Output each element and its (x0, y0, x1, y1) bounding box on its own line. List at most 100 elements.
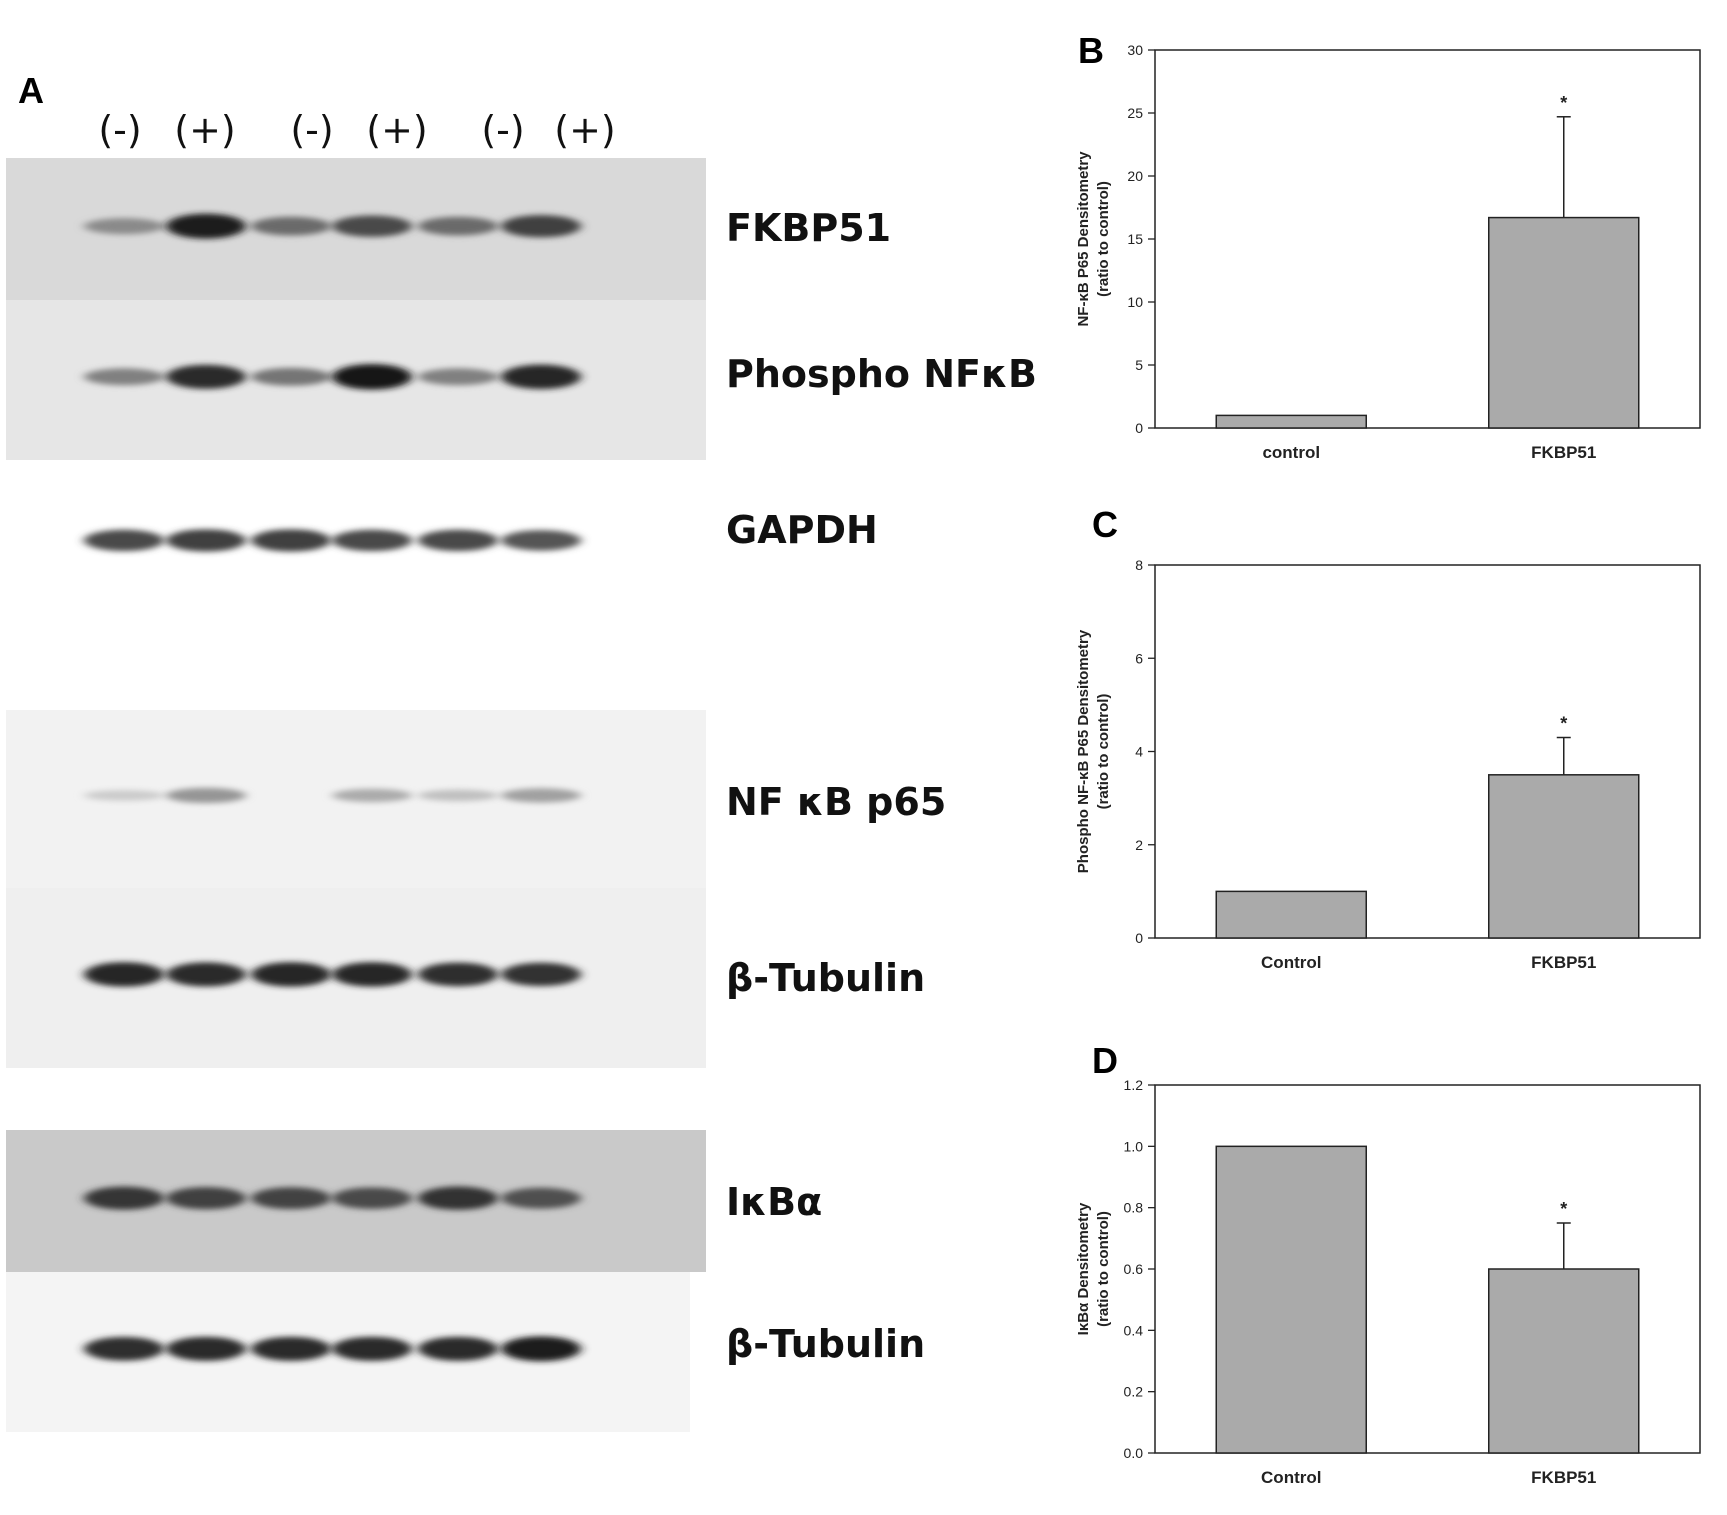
blot-beta-tubulin-2 (6, 1272, 690, 1432)
blot-band (501, 1187, 581, 1209)
blot-band (84, 790, 164, 801)
x-category-label: Control (1261, 1468, 1321, 1487)
blot-band (166, 962, 246, 987)
y-tick-label: 10 (1127, 294, 1143, 310)
panel-a-letter: A (18, 70, 44, 111)
lane-label-1: (-) (98, 108, 142, 152)
blot-gapdh (6, 478, 706, 608)
blot-band (418, 529, 498, 552)
y-tick-label: 25 (1127, 105, 1143, 121)
blot-band (501, 788, 581, 803)
chart-b-nfkb-p65: 0 5 10 15 20 25 30 control * FKBP51 NF-κB P65 Dens… (1075, 42, 1701, 462)
y-axis-label-line: Phospho NF-κB P65 Densitometry (1075, 629, 1092, 873)
y-tick-label: 0.8 (1124, 1200, 1144, 1216)
blot-band (332, 1336, 412, 1361)
y-tick-label: 2 (1135, 837, 1143, 853)
significance-marker: * (1560, 93, 1567, 113)
x-category-label: FKBP51 (1531, 443, 1596, 462)
bar (1488, 216, 1640, 429)
blot-ikba (6, 1130, 706, 1272)
y-tick-label: 0.2 (1124, 1384, 1144, 1400)
blot-beta-tubulin-1 (6, 888, 706, 1068)
y-axis-label: NF-κB P65 Densitometry (ratio to control) (1075, 151, 1112, 327)
blot-band (501, 530, 581, 551)
blot-band (84, 218, 164, 235)
blot-band (84, 1336, 164, 1361)
chart-c-phospho-nfkb-p65: 0 2 4 6 8 Control * FKBP51 Phospho NF-κB P65 Den… (1075, 557, 1701, 972)
blot-band (251, 216, 331, 236)
blot-label-beta-tubulin-2: β-Tubulin (726, 1322, 926, 1366)
blot-label-ikba: IκBα (726, 1180, 823, 1224)
y-tick-label: 0.0 (1124, 1445, 1144, 1461)
blot-band (418, 962, 498, 987)
blot-band (418, 1186, 498, 1210)
bar (1488, 774, 1640, 939)
bar (1215, 1145, 1367, 1454)
blot-band (166, 787, 246, 804)
blot-band (166, 1336, 246, 1361)
blot-nfkb-p65 (6, 710, 706, 888)
blot-band (418, 789, 498, 802)
y-axis-label-line: NF-κB P65 Densitometry (1075, 151, 1092, 327)
blot-band (501, 1336, 581, 1362)
significance-marker: * (1560, 1199, 1567, 1219)
lane-label-6: (+) (554, 108, 616, 152)
blot-band (84, 368, 164, 386)
blot-band (332, 363, 412, 390)
blot-band (251, 1336, 331, 1361)
y-axis-label-line: (ratio to control) (1095, 1211, 1112, 1327)
blot-band (251, 529, 331, 552)
x-category-label: Control (1261, 953, 1321, 972)
blot-band (418, 1336, 498, 1361)
blot-band (501, 364, 581, 390)
y-tick-label: 30 (1127, 42, 1143, 58)
panel-d-letter: D (1092, 1040, 1118, 1081)
y-tick-label: 5 (1135, 357, 1143, 373)
blot-label-gapdh: GAPDH (726, 508, 878, 552)
chart-d-ikba: 0.0 0.2 0.4 0.6 0.8 1.0 1.2 Control * FKBP51 IκBα … (1075, 1077, 1701, 1487)
y-tick-label: 0 (1135, 930, 1143, 946)
blot-band (84, 529, 164, 552)
blot-label-fkbp51: FKBP51 (726, 206, 892, 250)
blot-band (332, 215, 412, 237)
bar (1215, 414, 1367, 429)
y-tick-label: 8 (1135, 557, 1143, 573)
y-tick-label: 0.6 (1124, 1261, 1144, 1277)
x-category-label: FKBP51 (1531, 1468, 1596, 1487)
lane-label-5: (-) (481, 108, 525, 152)
y-tick-label: 0.4 (1124, 1322, 1144, 1338)
y-tick-label: 15 (1127, 231, 1143, 247)
y-axis-label: Phospho NF-κB P65 Densitometry (ratio to … (1075, 629, 1112, 873)
blot-band (418, 368, 498, 386)
panel-c-letter: C (1092, 504, 1118, 545)
blot-phospho-nfkb (6, 300, 706, 460)
blot-band (166, 1186, 246, 1210)
blot-band (84, 1186, 164, 1210)
blot-band (501, 962, 581, 987)
panel-b-letter: B (1078, 30, 1104, 71)
lane-label-2: (+) (174, 108, 236, 152)
blot-band (166, 364, 246, 389)
y-tick-label: 1.2 (1124, 1077, 1144, 1093)
y-tick-label: 6 (1135, 650, 1143, 666)
blot-band (332, 962, 412, 987)
blot-band (251, 1187, 331, 1210)
blot-label-nfkb-p65: NF κB p65 (726, 780, 947, 824)
blot-band (251, 962, 331, 987)
x-category-label: FKBP51 (1531, 953, 1596, 972)
blot-label-beta-tubulin-1: β-Tubulin (726, 956, 926, 1000)
blot-band (332, 788, 412, 803)
blot-band (166, 213, 246, 239)
blot-band (251, 367, 331, 386)
y-tick-label: 1.0 (1124, 1138, 1144, 1154)
bar (1488, 1268, 1640, 1454)
blot-label-phospho-nfkb: Phospho NFκB (726, 352, 1037, 396)
y-axis-label-line: (ratio to control) (1095, 181, 1112, 297)
x-category-label: control (1262, 443, 1320, 462)
significance-marker: * (1560, 714, 1567, 734)
y-axis-label-line: IκBα Densitometry (1075, 1202, 1092, 1335)
blot-band (418, 216, 498, 236)
blot-band (332, 1187, 412, 1209)
blot-band (501, 214, 581, 238)
